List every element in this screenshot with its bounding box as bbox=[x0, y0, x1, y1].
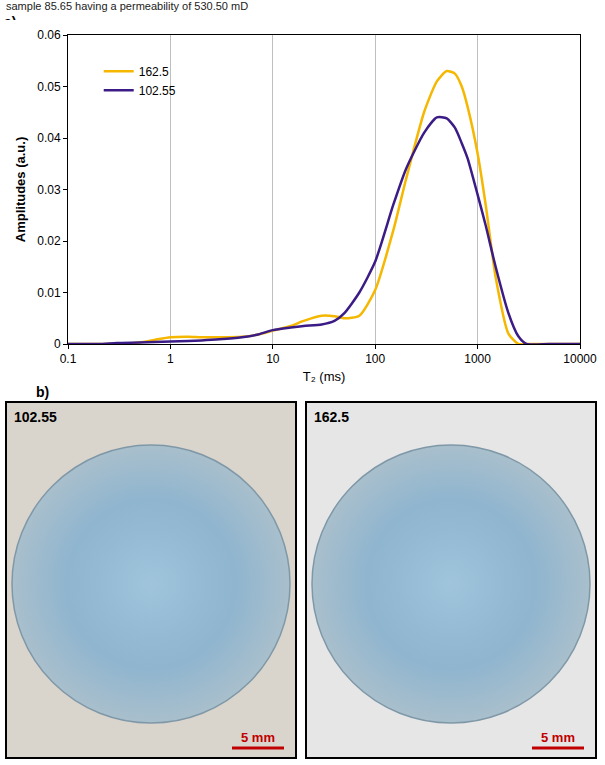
svg-text:102.55: 102.55 bbox=[14, 409, 57, 425]
svg-text:0.01: 0.01 bbox=[37, 286, 61, 300]
svg-text:10000: 10000 bbox=[563, 352, 597, 366]
svg-text:0.04: 0.04 bbox=[37, 131, 61, 145]
html-text:a): a) bbox=[4, 14, 17, 30]
html-text:sample 85.65 having a permeabi: sample 85.65 having a permeability of 53… bbox=[6, 0, 249, 12]
svg-text:5 mm: 5 mm bbox=[541, 730, 575, 745]
svg-text:0.02: 0.02 bbox=[37, 234, 61, 248]
svg-text:Amplitudes (a.u.): Amplitudes (a.u.) bbox=[13, 137, 28, 242]
svg-text:0.1: 0.1 bbox=[60, 352, 77, 366]
svg-text:162.5: 162.5 bbox=[314, 409, 349, 425]
svg-text:102.55: 102.55 bbox=[139, 84, 176, 98]
svg-text:1000: 1000 bbox=[464, 352, 491, 366]
svg-text:0.06: 0.06 bbox=[37, 28, 61, 42]
svg-text:1: 1 bbox=[167, 352, 174, 366]
svg-text:0: 0 bbox=[54, 337, 61, 351]
svg-text:100: 100 bbox=[365, 352, 385, 366]
svg-text:T₂ (ms): T₂ (ms) bbox=[303, 369, 346, 384]
svg-text:0.03: 0.03 bbox=[37, 183, 61, 197]
svg-text:5 mm: 5 mm bbox=[241, 730, 275, 745]
svg-text:162.5: 162.5 bbox=[139, 65, 169, 79]
html-text:b): b) bbox=[36, 384, 50, 400]
svg-text:0.05: 0.05 bbox=[37, 80, 61, 94]
svg-text:10: 10 bbox=[266, 352, 280, 366]
